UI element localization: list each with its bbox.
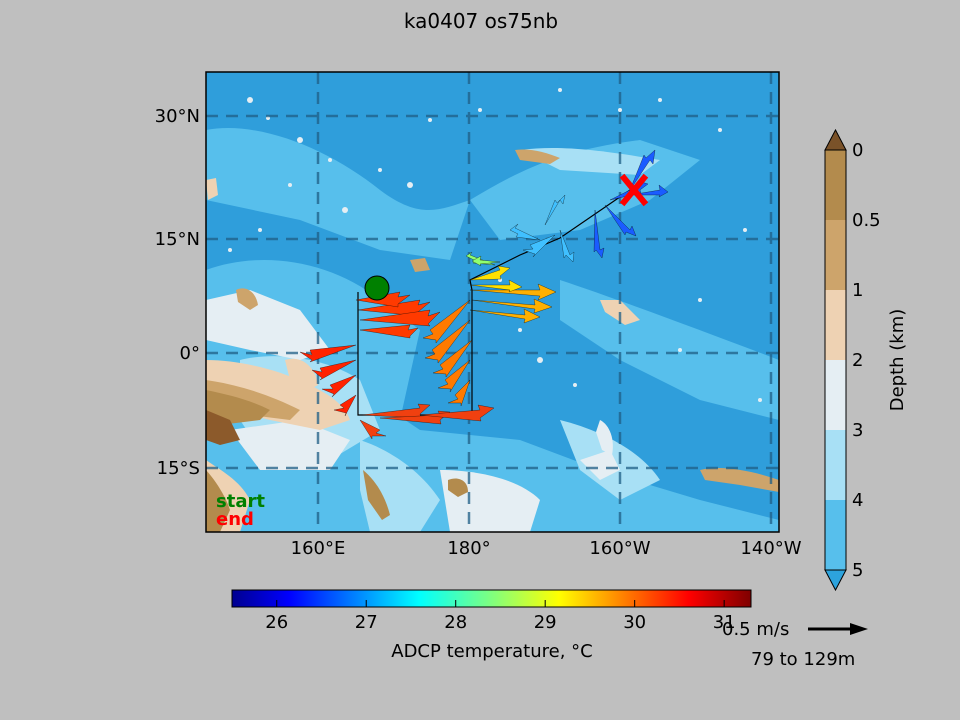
- legend-start-label: start: [216, 491, 265, 512]
- temperature-tick-label: 29: [534, 612, 557, 633]
- map-panel: start end: [205, 71, 780, 533]
- depth-tick: 3: [852, 420, 863, 441]
- depth-colorbar-label: Depth (km): [887, 309, 908, 412]
- depth-colorbar-top-extend: [824, 128, 847, 151]
- latitude-labels: 30°N 15°N 0° 15°S: [155, 106, 200, 479]
- temperature-tick-label: 30: [623, 612, 646, 633]
- map-frame: [205, 71, 780, 533]
- velocity-arrows: [299, 149, 669, 440]
- depth-tick: 1: [852, 280, 863, 301]
- lon-label: 160°W: [589, 538, 650, 559]
- depth-tick: 5: [852, 560, 863, 581]
- lat-label: 0°: [180, 343, 200, 364]
- depth-colorbar-segment: [825, 290, 846, 360]
- temperature-tick-label: 28: [444, 612, 467, 633]
- scale-depth-range: 79 to 129m: [751, 649, 855, 670]
- temperature-colorbar: 26 27 28 29 30 31 ADCP temperature, °C: [231, 589, 752, 662]
- scale-arrow-icon: [850, 623, 868, 635]
- longitude-labels: 160°E 180° 160°W 140°W: [291, 538, 802, 559]
- temperature-tick-label: 31: [713, 612, 736, 633]
- figure-title: ka0407 os75nb: [404, 9, 558, 33]
- depth-colorbar-segment: [825, 360, 846, 430]
- depth-colorbar-bottom-extend: [824, 569, 847, 592]
- depth-colorbar-segment: [825, 150, 846, 220]
- temperature-gradient: [231, 589, 752, 608]
- depth-tick: 2: [852, 350, 863, 371]
- depth-colorbar: 0 0.5 1 2 3 4 5 Depth (km): [824, 128, 908, 592]
- depth-colorbar-segment: [825, 500, 846, 570]
- bathymetry-layer: [206, 72, 779, 532]
- depth-tick: 0.5: [852, 210, 881, 231]
- lat-label: 15°N: [155, 229, 200, 250]
- depth-tick: 0: [852, 140, 863, 161]
- scale-speed-label: 0.5 m/s: [722, 619, 789, 640]
- lat-label: 30°N: [155, 106, 200, 127]
- temperature-tick-label: 26: [265, 612, 288, 633]
- legend-end-label: end: [216, 509, 254, 530]
- lon-label: 160°E: [291, 538, 346, 559]
- lon-label: 180°: [447, 538, 490, 559]
- map-gridlines: [206, 72, 779, 532]
- depth-colorbar-segment: [825, 430, 846, 500]
- temperature-tick-label: 27: [355, 612, 378, 633]
- velocity-scale: 0.5 m/s 79 to 129m: [722, 619, 868, 670]
- depth-colorbar-segment: [825, 220, 846, 290]
- temperature-colorbar-label: ADCP temperature, °C: [391, 641, 592, 662]
- lat-label: 15°S: [157, 458, 200, 479]
- track-end-marker: [619, 173, 649, 207]
- depth-tick: 4: [852, 490, 863, 511]
- lon-label: 140°W: [740, 538, 801, 559]
- track-start-marker: [364, 275, 390, 301]
